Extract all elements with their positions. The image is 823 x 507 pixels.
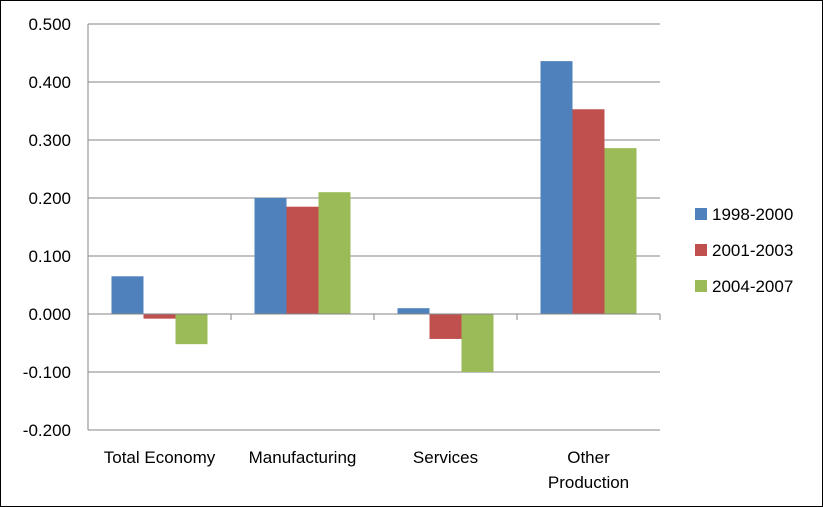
y-tick-label: -0.100 — [23, 363, 71, 382]
x-category-label: Services — [413, 448, 478, 467]
legend-swatch — [695, 208, 707, 220]
y-tick-label: 0.200 — [28, 189, 71, 208]
y-tick-label: 0.400 — [28, 73, 71, 92]
bar-2004-2007 — [604, 148, 637, 314]
bar-2004-2007 — [318, 192, 351, 314]
y-tick-label: -0.200 — [23, 421, 71, 440]
x-category-label: Production — [548, 473, 629, 492]
x-category-label: Other — [567, 448, 610, 467]
y-tick-label: 0.300 — [28, 131, 71, 150]
bar-1998-2000 — [111, 276, 144, 314]
legend-swatch — [695, 280, 707, 292]
bar-2001-2003 — [429, 314, 462, 339]
bar-2001-2003 — [143, 314, 176, 319]
bar-2004-2007 — [175, 314, 208, 345]
bar-1998-2000 — [540, 61, 573, 315]
legend-label: 1998-2000 — [712, 205, 793, 224]
bar-1998-2000 — [397, 308, 430, 314]
y-tick-label: 0.500 — [28, 15, 71, 34]
y-tick-label: 0.000 — [28, 305, 71, 324]
legend-label: 2001-2003 — [712, 241, 793, 260]
bar-2001-2003 — [286, 206, 319, 314]
x-category-label: Manufacturing — [249, 448, 357, 467]
legend-label: 2004-2007 — [712, 277, 793, 296]
bar-2001-2003 — [572, 109, 605, 314]
x-category-label: Total Economy — [104, 448, 216, 467]
y-tick-label: 0.100 — [28, 247, 71, 266]
legend-swatch — [695, 244, 707, 256]
bar-1998-2000 — [254, 198, 287, 314]
bar-2004-2007 — [461, 314, 494, 372]
